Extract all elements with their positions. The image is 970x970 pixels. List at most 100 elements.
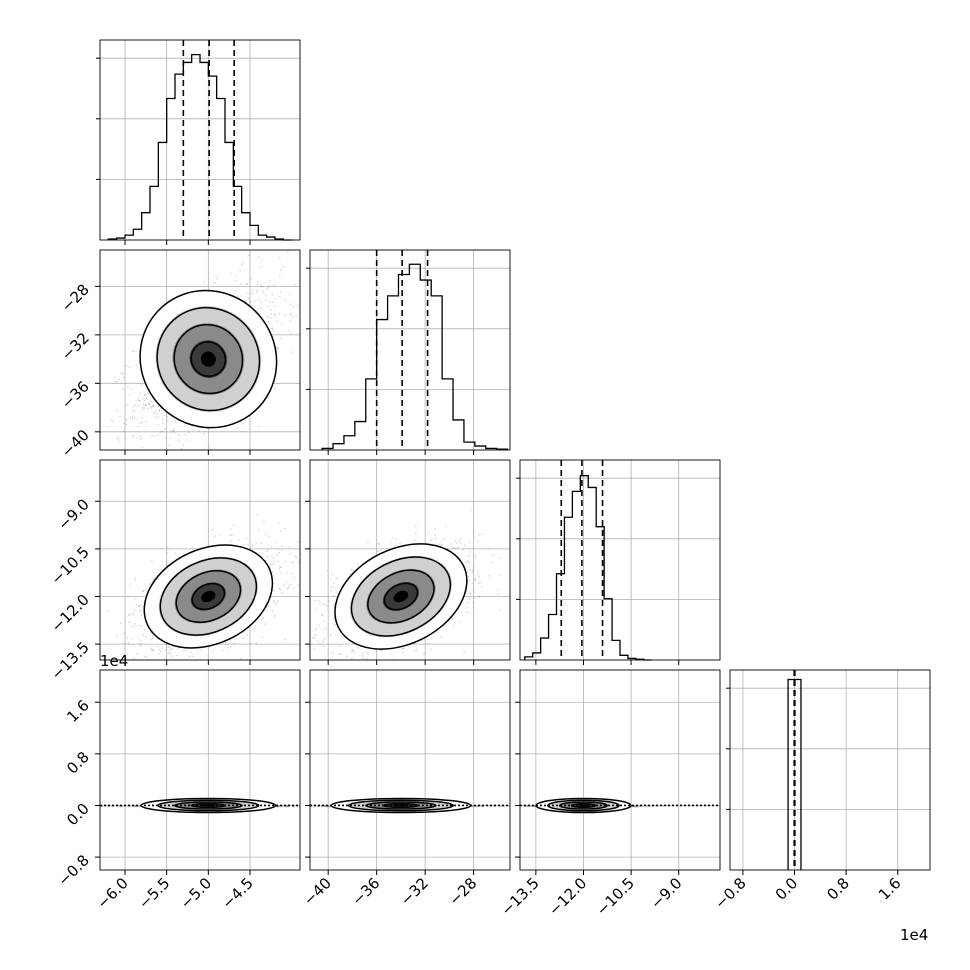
point xyxy=(468,555,470,557)
point xyxy=(234,280,236,282)
point xyxy=(269,216,270,217)
point xyxy=(298,805,300,807)
point xyxy=(176,654,178,657)
point xyxy=(245,537,248,539)
point xyxy=(317,640,319,642)
point xyxy=(271,571,273,573)
point xyxy=(478,582,480,585)
point xyxy=(132,436,134,438)
point xyxy=(171,429,173,432)
panel-r1-c1 xyxy=(327,250,475,450)
point xyxy=(393,658,395,660)
point xyxy=(225,644,227,646)
contour-2-3 xyxy=(383,582,419,611)
point xyxy=(144,635,147,638)
point xyxy=(164,427,166,430)
point xyxy=(256,291,258,293)
point xyxy=(301,658,302,659)
point xyxy=(280,530,282,532)
point xyxy=(276,346,279,349)
point xyxy=(288,546,290,548)
point xyxy=(276,805,278,808)
point xyxy=(267,316,269,318)
point xyxy=(137,605,140,607)
point xyxy=(154,416,157,418)
point xyxy=(134,579,136,581)
point xyxy=(147,392,149,395)
point xyxy=(266,609,268,611)
point xyxy=(117,437,120,439)
point xyxy=(279,269,282,271)
point xyxy=(332,652,334,654)
point xyxy=(297,584,300,587)
point xyxy=(330,586,332,588)
point xyxy=(150,407,152,409)
contour-2-1 xyxy=(350,556,452,637)
point xyxy=(130,389,132,391)
point xyxy=(152,435,155,437)
point xyxy=(340,504,341,505)
point xyxy=(269,563,272,565)
point xyxy=(94,417,95,418)
point xyxy=(473,590,475,593)
point xyxy=(321,614,324,616)
point xyxy=(302,567,303,568)
point xyxy=(247,544,249,546)
point xyxy=(145,404,147,406)
point xyxy=(288,293,291,295)
point xyxy=(132,643,135,646)
point xyxy=(278,551,280,554)
contour-2-0 xyxy=(334,543,468,650)
point xyxy=(214,282,216,284)
point xyxy=(274,599,276,602)
point xyxy=(227,647,229,649)
point xyxy=(331,573,334,576)
point xyxy=(478,596,481,598)
point xyxy=(285,571,288,573)
point xyxy=(277,347,280,350)
point xyxy=(163,414,165,417)
point xyxy=(306,603,307,604)
point xyxy=(365,651,368,653)
point xyxy=(260,542,262,544)
point xyxy=(319,644,321,646)
point xyxy=(100,805,103,808)
point xyxy=(352,569,354,572)
point xyxy=(279,337,282,340)
point xyxy=(139,639,142,642)
point xyxy=(278,568,280,570)
point xyxy=(250,642,252,645)
point xyxy=(269,301,271,303)
point xyxy=(275,320,278,322)
point xyxy=(325,279,326,280)
point xyxy=(492,554,494,556)
panel-r3-c2 xyxy=(520,670,720,870)
point xyxy=(273,560,275,562)
point xyxy=(286,587,288,590)
point xyxy=(481,586,483,588)
point xyxy=(318,624,320,627)
point xyxy=(162,419,164,421)
point xyxy=(426,639,428,641)
point xyxy=(119,415,121,417)
point xyxy=(288,329,291,332)
point xyxy=(270,546,273,548)
point xyxy=(142,407,144,409)
point xyxy=(413,642,416,645)
point xyxy=(361,652,364,655)
point xyxy=(381,650,383,652)
point xyxy=(186,439,188,441)
point xyxy=(214,535,216,537)
panel-r3-c1 xyxy=(310,670,510,870)
point xyxy=(274,305,276,307)
point xyxy=(414,650,417,652)
point xyxy=(143,407,145,409)
point xyxy=(356,563,359,565)
point xyxy=(288,584,291,587)
point xyxy=(131,637,134,640)
point xyxy=(351,651,353,653)
point xyxy=(435,543,438,545)
point xyxy=(237,427,239,429)
point xyxy=(142,403,145,405)
